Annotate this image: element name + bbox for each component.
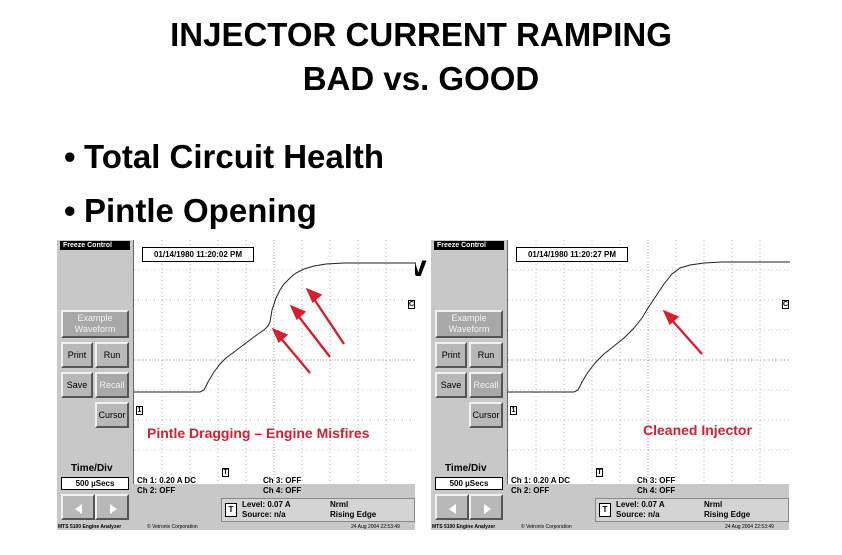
time-div-label: Time/Div bbox=[71, 463, 113, 474]
scope-panel-bad: Freeze Control Example Waveform Print Ru… bbox=[57, 240, 416, 530]
save-button[interactable]: Save bbox=[435, 372, 467, 398]
trigger-source: Source: n/a bbox=[616, 510, 660, 519]
cursor-button[interactable]: Cursor bbox=[95, 402, 129, 428]
scope-panel-good: Freeze Control Example Waveform Print Ru… bbox=[431, 240, 790, 530]
time-div-value[interactable]: 500 µSecs bbox=[61, 477, 129, 490]
channel-1-marker: 1 bbox=[510, 406, 517, 415]
annotation-label: Cleaned Injector bbox=[643, 422, 752, 438]
trigger-marker: T bbox=[222, 468, 229, 477]
bullet-pintle-opening: • Pintle Opening bbox=[64, 192, 317, 230]
trigger-marker: T bbox=[596, 468, 603, 477]
example-waveform-button[interactable]: Example Waveform bbox=[61, 310, 129, 338]
example-line1: Example bbox=[77, 313, 113, 323]
waveform-trace-bad bbox=[134, 262, 416, 393]
print-button[interactable]: Print bbox=[61, 342, 93, 368]
channel-3-info: Ch 3: OFF bbox=[637, 476, 676, 485]
trigger-level: Level: 0.07 A bbox=[616, 500, 665, 509]
slide-title-line1: INJECTOR CURRENT RAMPING bbox=[170, 16, 672, 53]
trigger-settings[interactable]: T Level: 0.07 A Source: n/a Nrml Rising … bbox=[595, 498, 789, 522]
capture-timestamp: 01/14/1980 11:20:02 PM bbox=[142, 247, 254, 262]
freeze-control-label: Freeze Control bbox=[434, 241, 504, 250]
example-line2: Waveform bbox=[74, 324, 116, 334]
analyzer-name: MTS 5100 Engine Analyzer bbox=[58, 524, 122, 530]
time-increase-button[interactable] bbox=[469, 494, 503, 520]
bullet-text: Total Circuit Health bbox=[84, 138, 385, 175]
waveform-display: C 1 T bbox=[133, 240, 416, 484]
channel-1-marker: 1 bbox=[136, 406, 143, 415]
print-button[interactable]: Print bbox=[435, 342, 467, 368]
channel-1-info: Ch 1: 0.20 A DC bbox=[511, 476, 570, 485]
time-increase-button[interactable] bbox=[95, 494, 129, 520]
bullet-total-circuit-health: • Total Circuit Health bbox=[64, 138, 384, 176]
time-decrease-button[interactable] bbox=[61, 494, 95, 520]
channel-1-info: Ch 1: 0.20 A DC bbox=[137, 476, 196, 485]
trigger-icon[interactable]: T bbox=[225, 503, 237, 517]
trigger-mode: Nrml bbox=[330, 500, 349, 509]
footer-date: 24 Aug 2004 22:53:49 bbox=[351, 524, 400, 530]
waveform-trace-good bbox=[508, 261, 790, 393]
example-line1: Example bbox=[451, 313, 487, 323]
footer-date: 24 Aug 2004 22:53:49 bbox=[725, 524, 774, 530]
trigger-level: Level: 0.07 A bbox=[242, 500, 291, 509]
time-decrease-button[interactable] bbox=[435, 494, 469, 520]
trigger-icon[interactable]: T bbox=[599, 503, 611, 517]
example-line2: Waveform bbox=[448, 324, 490, 334]
trigger-edge: Rising Edge bbox=[330, 510, 377, 519]
run-button[interactable]: Run bbox=[469, 342, 503, 368]
cursor-button[interactable]: Cursor bbox=[469, 402, 503, 428]
example-waveform-button[interactable]: Example Waveform bbox=[435, 310, 503, 338]
recall-button[interactable]: Recall bbox=[95, 372, 129, 398]
channel-c-marker: C bbox=[782, 300, 789, 309]
save-button[interactable]: Save bbox=[61, 372, 93, 398]
waveform-graph bbox=[508, 240, 790, 484]
run-button[interactable]: Run bbox=[95, 342, 129, 368]
trigger-mode: Nrml bbox=[704, 500, 723, 509]
time-div-label: Time/Div bbox=[445, 463, 487, 474]
bullet-text: Pintle Opening bbox=[84, 192, 317, 229]
bullet-dot-icon: • bbox=[64, 138, 76, 175]
channel-4-info: Ch 4: OFF bbox=[637, 486, 676, 495]
recall-button[interactable]: Recall bbox=[469, 372, 503, 398]
waveform-display: C 1 T bbox=[507, 240, 790, 484]
slide-title-line2: BAD vs. GOOD bbox=[302, 60, 540, 97]
time-div-value[interactable]: 500 µSecs bbox=[435, 477, 503, 490]
trigger-settings[interactable]: T Level: 0.07 A Source: n/a Nrml Rising … bbox=[221, 498, 415, 522]
channel-c-marker: C bbox=[408, 300, 415, 309]
channel-2-info: Ch 2: OFF bbox=[137, 486, 176, 495]
capture-timestamp: 01/14/1980 11:20:27 PM bbox=[516, 247, 628, 262]
copyright: © Vetronix Corporation bbox=[521, 524, 572, 530]
channel-3-info: Ch 3: OFF bbox=[263, 476, 302, 485]
waveform-graph bbox=[134, 240, 416, 484]
trigger-source: Source: n/a bbox=[242, 510, 286, 519]
annotation-label: Pintle Dragging – Engine Misfires bbox=[147, 425, 370, 441]
channel-2-info: Ch 2: OFF bbox=[511, 486, 550, 495]
trigger-edge: Rising Edge bbox=[704, 510, 751, 519]
copyright: © Vetronix Corporation bbox=[147, 524, 198, 530]
bullet-dot-icon: • bbox=[64, 192, 76, 229]
analyzer-name: MTS 5100 Engine Analyzer bbox=[432, 524, 496, 530]
freeze-control-label: Freeze Control bbox=[60, 241, 130, 250]
channel-4-info: Ch 4: OFF bbox=[263, 486, 302, 495]
